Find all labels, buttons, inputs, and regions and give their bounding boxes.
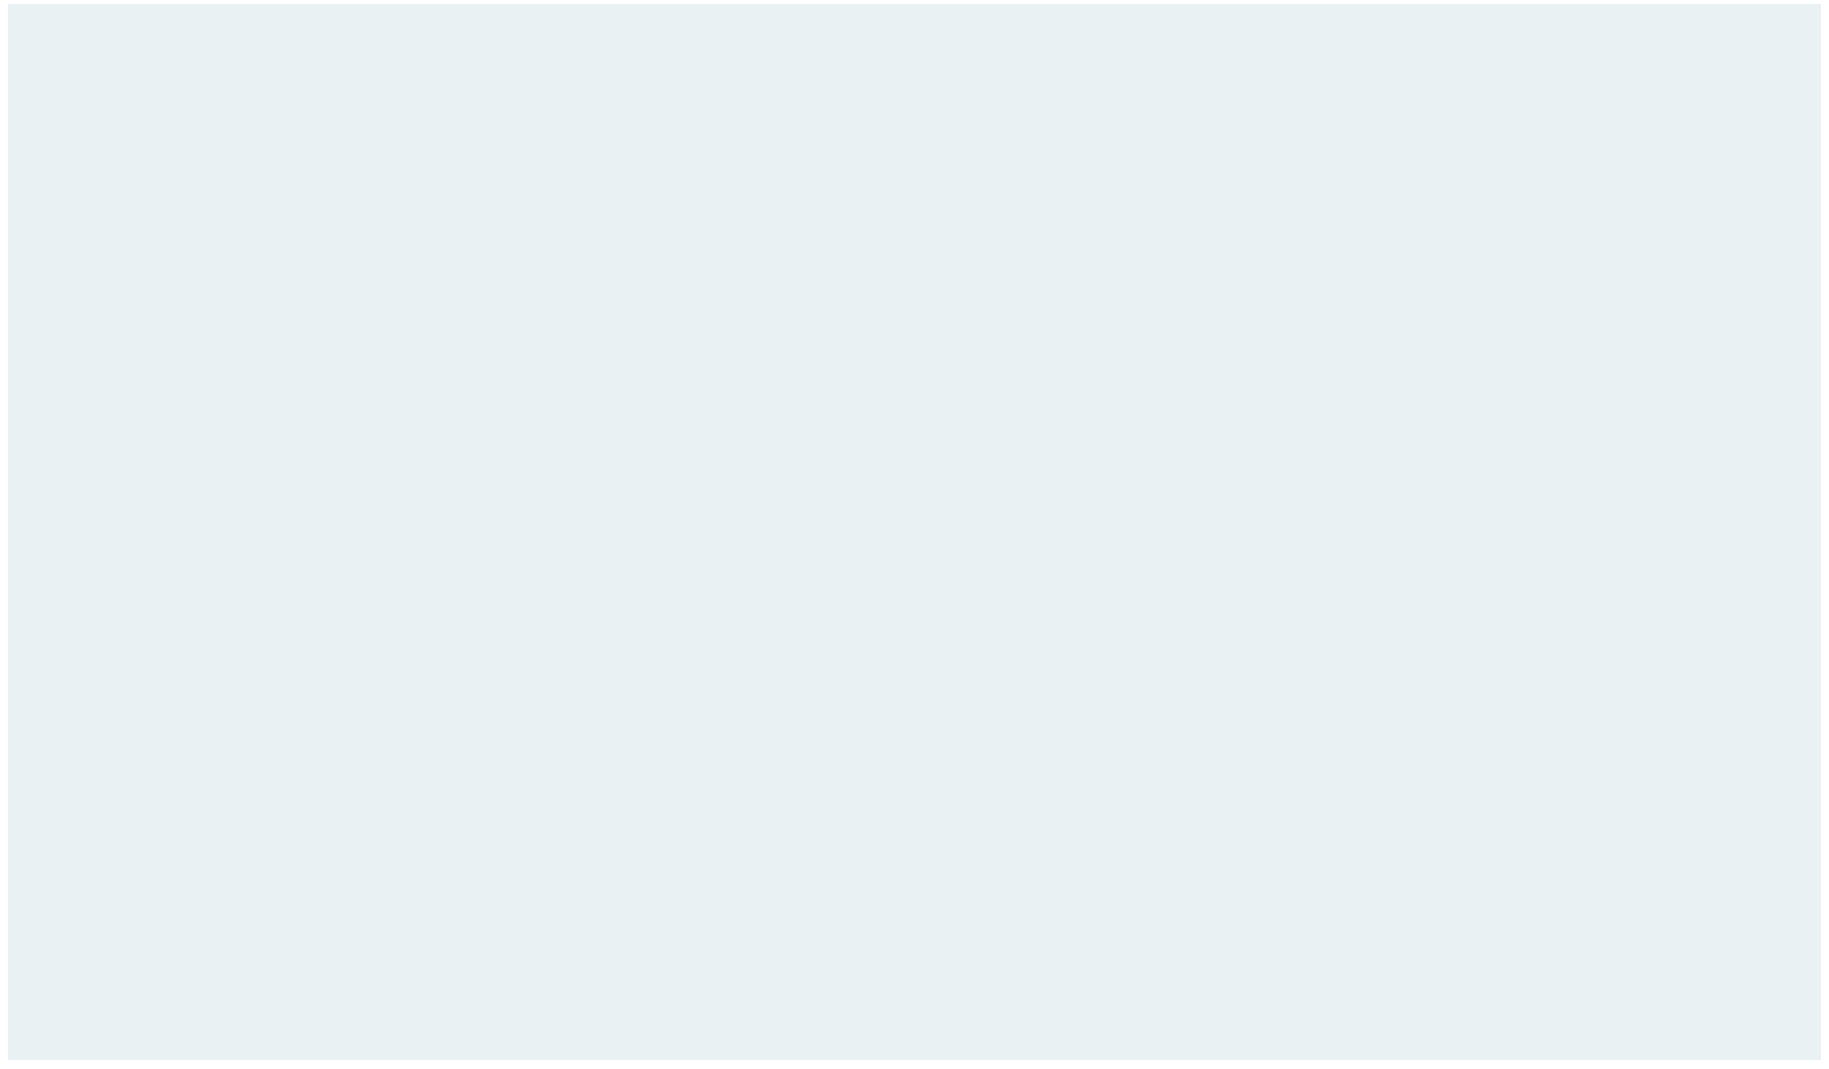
figure-background <box>8 4 1821 1060</box>
